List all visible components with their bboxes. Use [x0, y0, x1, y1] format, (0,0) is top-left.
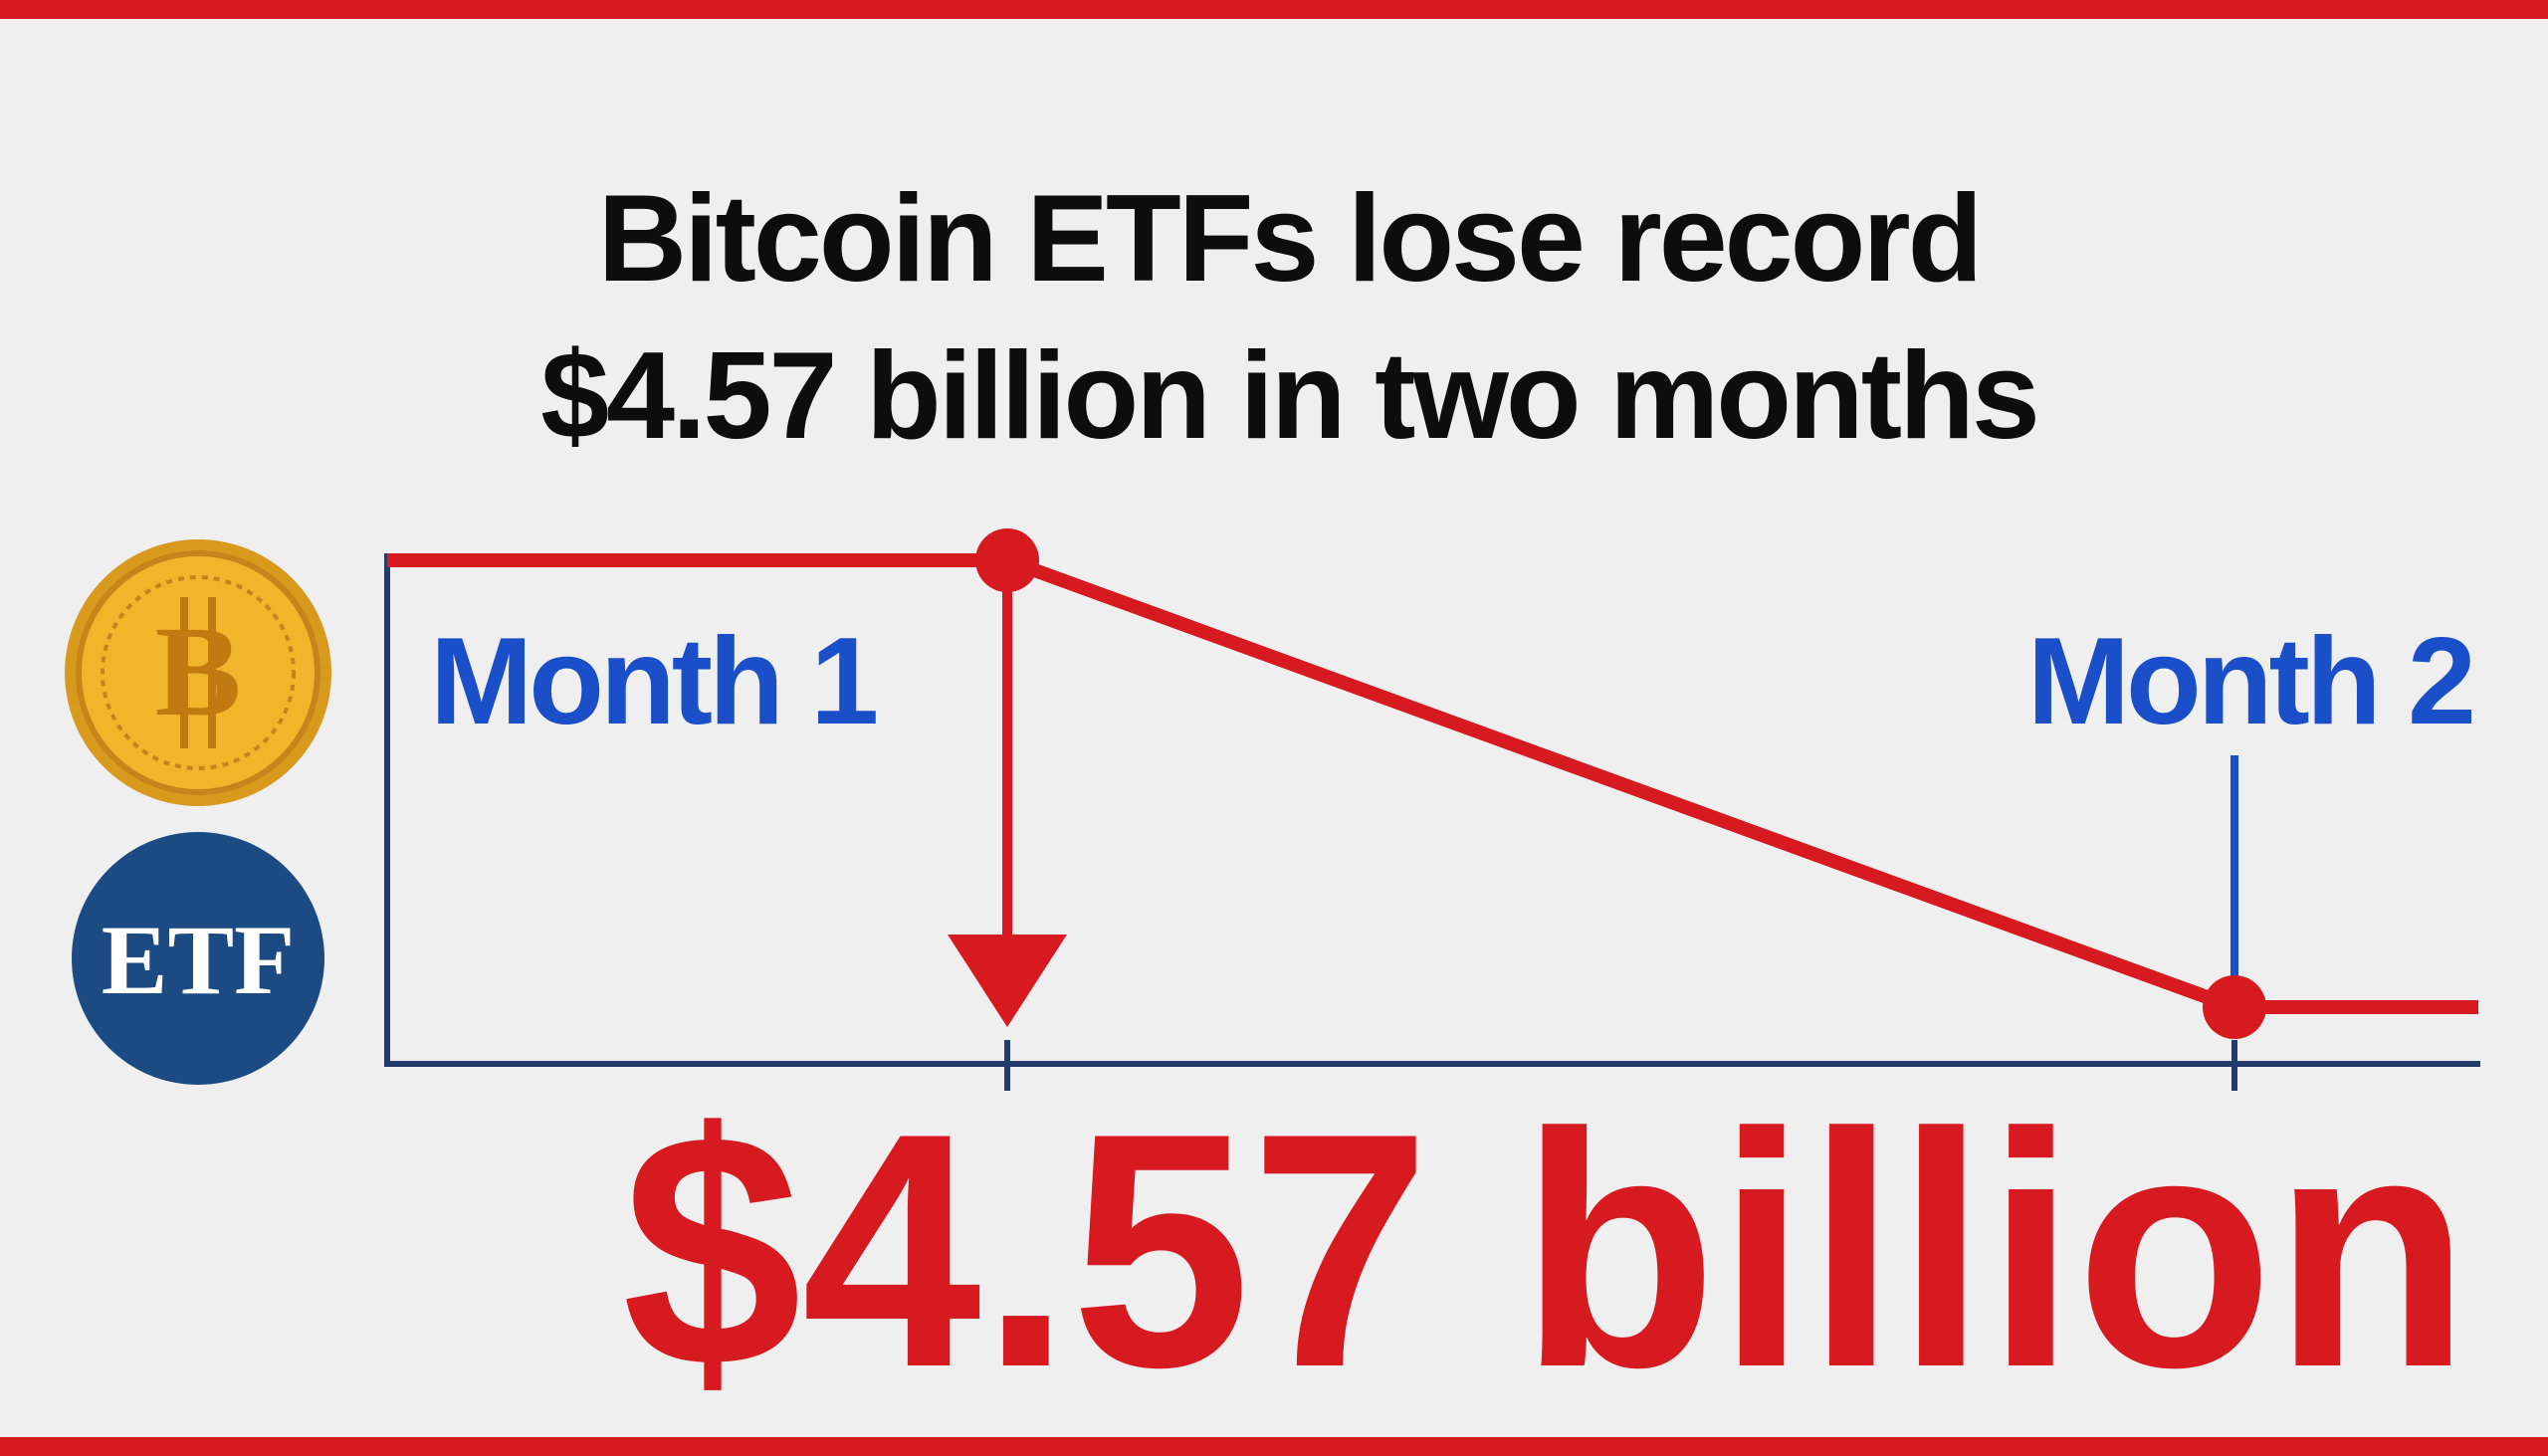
etf-badge [72, 832, 324, 1085]
point [975, 528, 1039, 592]
headline-figure: $4.57 billion [622, 1064, 2470, 1436]
top-bar [0, 0, 2548, 19]
trend-line [387, 553, 2478, 1014]
arrow-head [948, 935, 1067, 1027]
etf-label: ETF [102, 905, 295, 1015]
title-line: $4.57 billion in two months [540, 327, 2037, 465]
month-label: Month 2 [2027, 613, 2472, 750]
bitcoin-icon: B [65, 539, 331, 806]
svg-text:B: B [155, 600, 242, 743]
month-label: Month 1 [430, 613, 876, 750]
point [2203, 975, 2266, 1039]
bottom-bar [0, 1437, 2548, 1456]
title-line: Bitcoin ETFs lose record [598, 170, 1981, 308]
